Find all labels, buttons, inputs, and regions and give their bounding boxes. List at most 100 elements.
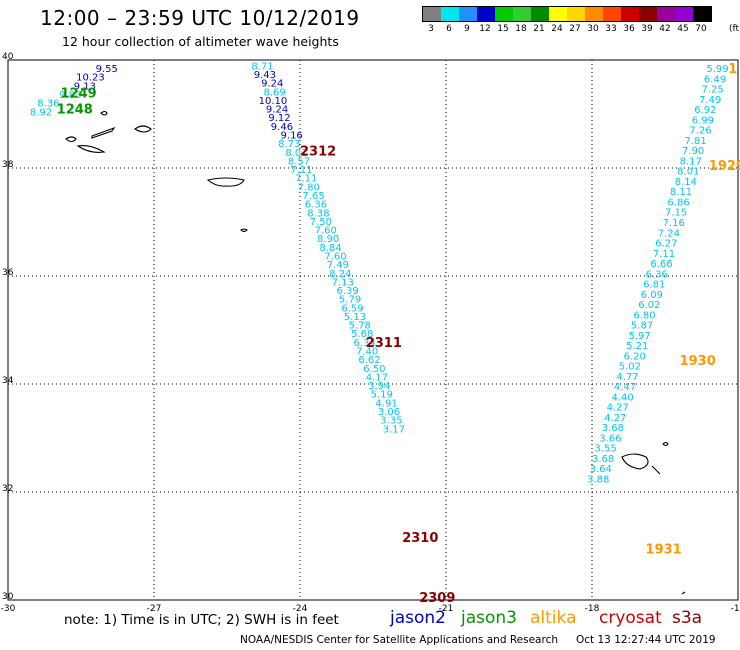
wave-height-value: 7.15 [665, 208, 687, 219]
wave-height-value: 8.73 [278, 139, 300, 150]
wave-height-value: 8.69 [264, 87, 286, 98]
wave-height-value: 8.01 [677, 167, 699, 178]
coastlines [65, 110, 686, 595]
legend-swatch [585, 7, 603, 21]
wave-height-value: 4.17 [366, 372, 388, 383]
pass-number: 1249 [61, 86, 97, 101]
wave-height-value: 6.49 [704, 74, 726, 85]
wave-height-value: 9.46 [271, 122, 293, 133]
island-porto-santo [662, 441, 669, 447]
pass-number: 2312 [300, 145, 336, 160]
wave-height-value: 7.24 [658, 228, 680, 239]
wave-height-value: 4.91 [375, 398, 397, 409]
legend-swatch [459, 7, 477, 21]
island-desertas [651, 465, 661, 475]
legend-label: 70 [695, 24, 707, 34]
y-tick-label: 40 [2, 52, 14, 62]
wave-height-value: 6.39 [337, 286, 359, 297]
wave-height-value: 9.24 [261, 79, 283, 90]
wave-height-value: 6.36 [305, 200, 327, 211]
x-tick-label: -24 [293, 604, 308, 614]
wave-height-value: 6.66 [650, 259, 672, 270]
legend-label: 36 [623, 24, 635, 34]
satellite-legend-cryosat: cryosat [599, 608, 662, 628]
pass-number: 1931 [646, 543, 682, 558]
pass-number: 2310 [402, 531, 438, 546]
wave-height-value: 6.34 [354, 338, 376, 349]
wave-height-value: 3.68 [602, 423, 624, 434]
wave-height-value: 7.13 [332, 277, 354, 288]
pass-number: 1929 [709, 159, 740, 174]
legend-label: 18 [515, 24, 527, 34]
legend-label: 6 [446, 24, 452, 34]
legend-label: 42 [659, 24, 671, 34]
wave-height-value: 5.97 [629, 331, 651, 342]
track-altika: 5.996.497.257.496.926.997.267.817.908.17… [587, 64, 728, 485]
graticule [8, 60, 738, 600]
wave-height-value: 8.01 [285, 148, 307, 159]
legend-swatch [603, 7, 621, 21]
pass-number: 1 [728, 62, 737, 77]
wave-height-value: 9.16 [281, 131, 303, 142]
wave-height-value: 4.47 [614, 382, 636, 393]
legend-swatch [531, 7, 549, 21]
legend-swatch [513, 7, 531, 21]
wave-height-value: 7.11 [653, 249, 675, 260]
wave-height-value: 7.50 [310, 217, 332, 228]
wave-height-value: 4.27 [604, 413, 626, 424]
legend-label: 12 [479, 24, 491, 34]
wave-height-value: 5.21 [626, 341, 648, 352]
island-pico [76, 145, 106, 153]
wave-height-value: 9.43 [254, 70, 276, 81]
island-santa-maria [240, 228, 248, 233]
legend-swatch [639, 7, 657, 21]
wave-height-value: 6.20 [624, 351, 646, 362]
wave-height-value: 8.92 [30, 107, 52, 118]
wave-height-value: 5.68 [351, 329, 373, 340]
wave-height-value: 6.50 [363, 364, 385, 375]
legend-label: 9 [464, 24, 470, 34]
pass-number: 2311 [366, 336, 402, 351]
wave-height-value: 8.36 [37, 99, 59, 110]
wave-height-value: 7.60 [324, 251, 346, 262]
wave-height-value: 5.13 [344, 312, 366, 323]
wave-height-value: 10.10 [259, 96, 288, 107]
wave-height-value: 7.11 [290, 165, 312, 176]
wave-height-value: 5.79 [339, 295, 361, 306]
wave-height-value: 7.25 [702, 85, 724, 96]
pass-labels: 1249 1248 2312 2311 2310 2309 1929 1930 1931 1 [57, 62, 740, 606]
wave-height-value: 6.59 [341, 303, 363, 314]
legend-label: 3 [428, 24, 434, 34]
legend-label: 33 [605, 24, 617, 34]
legend-label: 15 [497, 24, 509, 34]
x-tick-label: -18 [585, 604, 600, 614]
wave-height-value: 8.14 [675, 177, 697, 188]
wave-height-value: 6.02 [638, 300, 660, 311]
wave-height-value: 7.16 [663, 218, 685, 229]
wave-height-value: 4.27 [607, 403, 629, 414]
legend-label: 30 [587, 24, 599, 34]
wave-height-value: 3.17 [383, 424, 405, 435]
y-tick-label: 34 [2, 376, 14, 386]
satellite-legend-altika: altika [530, 608, 577, 628]
wave-height-value: 7.26 [689, 126, 711, 137]
wave-height-value: 3.64 [590, 464, 612, 475]
wave-height-value: 6.99 [692, 115, 714, 126]
wave-height-value: 3.55 [594, 444, 616, 455]
wave-height-value: 7.40 [356, 347, 378, 358]
credit-timestamp: Oct 13 12:27:44 UTC 2019 [576, 634, 716, 646]
island-selvagens [681, 591, 686, 595]
legend-swatch [441, 7, 459, 21]
pass-number: 2309 [419, 591, 455, 606]
y-tick-label: 38 [2, 160, 14, 170]
x-tick-label: -21 [439, 604, 454, 614]
legend-swatch [423, 7, 441, 21]
wave-height-value: 8.38 [307, 208, 329, 219]
wave-height-value: 5.78 [349, 321, 371, 332]
legend-swatch [567, 7, 585, 21]
wave-height-value: 3.06 [378, 407, 400, 418]
wave-height-value: 5.99 [706, 64, 728, 75]
wave-height-value: 8.11 [670, 187, 692, 198]
